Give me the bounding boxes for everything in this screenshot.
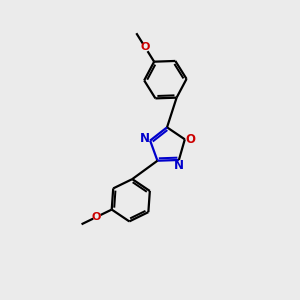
Text: N: N — [140, 132, 150, 145]
Text: O: O — [185, 133, 195, 146]
Text: N: N — [174, 159, 184, 172]
Text: O: O — [91, 212, 101, 222]
Text: O: O — [140, 42, 149, 52]
